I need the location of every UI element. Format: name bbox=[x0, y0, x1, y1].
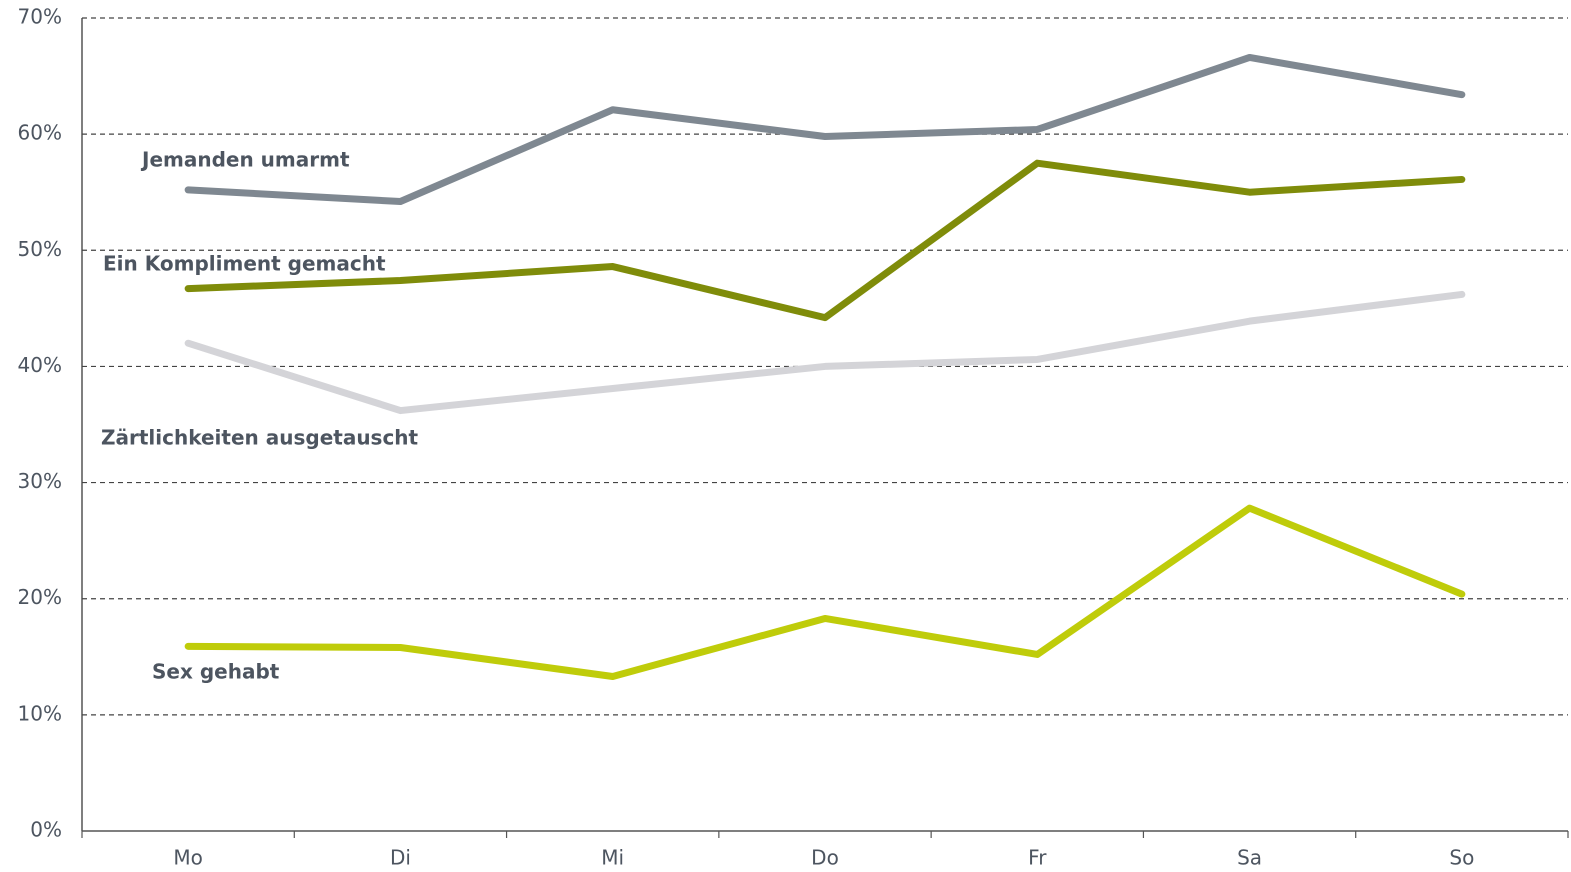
x-tick-label: Mi bbox=[601, 846, 624, 870]
series-line bbox=[184, 53, 1466, 206]
series-label: Sex gehabt bbox=[152, 660, 280, 684]
y-tick-label: 70% bbox=[18, 5, 62, 29]
y-tick-label: 40% bbox=[18, 353, 62, 377]
x-tick-label: Fr bbox=[1028, 846, 1047, 870]
x-tick-label: Mo bbox=[173, 846, 203, 870]
y-tick-label: 50% bbox=[18, 237, 62, 261]
y-tick-label: 60% bbox=[18, 121, 62, 145]
series-label: Ein Kompliment gemacht bbox=[103, 252, 386, 276]
y-tick-label: 20% bbox=[18, 585, 62, 609]
x-tick-label: Di bbox=[390, 846, 411, 870]
y-tick-label: 10% bbox=[18, 701, 62, 725]
x-tick-label: Sa bbox=[1237, 846, 1262, 870]
series-line bbox=[184, 504, 1466, 681]
series-label: Zärtlichkeiten ausgetauscht bbox=[101, 426, 419, 450]
y-tick-label: 0% bbox=[30, 818, 62, 842]
series-line bbox=[184, 290, 1466, 415]
series-label: Jemanden umarmt bbox=[140, 148, 350, 172]
x-tick-label: So bbox=[1449, 846, 1474, 870]
x-tick-label: Do bbox=[811, 846, 839, 870]
series-line bbox=[184, 159, 1466, 322]
y-tick-label: 30% bbox=[18, 469, 62, 493]
